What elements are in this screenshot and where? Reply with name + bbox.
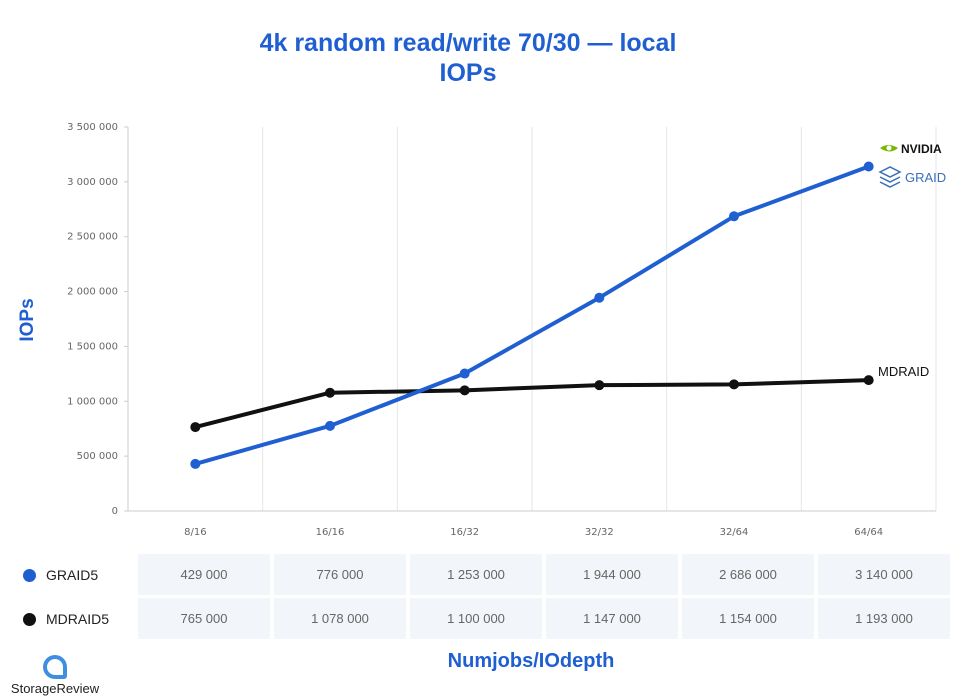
table-cell: 429 000	[138, 554, 270, 595]
nvidia-logo: NVIDIA	[880, 142, 942, 156]
graid5-legend-dot-icon	[23, 568, 36, 582]
series-label-graid5: GRAID5	[14, 554, 134, 595]
y-tick-label: 500 000	[77, 451, 118, 462]
table-cell: 1 193 000	[818, 598, 950, 639]
x-tick-label: 32/64	[720, 527, 749, 538]
x-axis-ticks: 8/16 16/16 16/32 32/32 32/64 64/64	[184, 527, 883, 538]
table-cell: 776 000	[274, 554, 406, 595]
x-tick-label: 16/16	[316, 527, 345, 538]
data-point-mdraid5	[325, 387, 335, 398]
y-axis-ticks: 0 500 000 1 000 000 1 500 000 2 000 000 2 500…	[67, 122, 128, 517]
table-cell: 2 686 000	[682, 554, 814, 595]
table-cell: 3 140 000	[818, 554, 950, 595]
table-cell: 765 000	[138, 598, 270, 639]
data-point-mdraid5	[190, 422, 201, 433]
data-point-graid5	[594, 292, 605, 303]
series-lines	[190, 161, 874, 469]
storagereview-logo: StorageReview	[0, 655, 110, 696]
chart-axes	[127, 127, 936, 512]
data-point-mdraid5	[729, 379, 739, 390]
series-line-graid5	[193, 164, 871, 466]
x-tick-label: 8/16	[184, 527, 206, 538]
data-point-graid5	[863, 161, 874, 172]
nvidia-logo-text: NVIDIA	[901, 142, 942, 156]
table-row-graid5: GRAID5 429 000 776 000 1 253 000 1 944 0…	[14, 554, 950, 595]
mdraid5-legend-dot-icon	[23, 612, 36, 626]
table-cell: 1 100 000	[410, 598, 542, 639]
storagereview-logo-icon	[43, 655, 67, 679]
y-tick-label: 3 500 000	[67, 122, 118, 133]
y-axis-label: IOPs	[17, 298, 38, 341]
y-tick-label: 2 500 000	[67, 232, 118, 243]
table-cell: 1 944 000	[546, 554, 678, 595]
data-point-graid5	[459, 368, 470, 379]
graid-logo-text: GRAID	[905, 170, 946, 185]
storagereview-logo-text: StorageReview	[10, 681, 100, 696]
x-tick-label: 16/32	[450, 527, 479, 538]
x-axis-label: Numjobs/IOdepth	[447, 650, 615, 672]
mdraid-end-label: MDRAID	[878, 364, 929, 379]
data-point-graid5	[190, 458, 201, 469]
chart-grid	[262, 127, 937, 511]
x-tick-label: 64/64	[854, 527, 883, 538]
series-line-mdraid5	[193, 378, 871, 430]
table-cell: 1 078 000	[274, 598, 406, 639]
data-point-mdraid5	[459, 385, 470, 396]
graid-logo: GRAID	[878, 166, 946, 188]
data-point-graid5	[325, 420, 335, 431]
table-cell: 1 154 000	[682, 598, 814, 639]
chart-title: 4k random read/write 70/30 — local	[259, 29, 677, 57]
series-label-mdraid5: MDRAID5	[14, 598, 134, 639]
table-cell: 1 253 000	[410, 554, 542, 595]
table-row-mdraid5: MDRAID5 765 000 1 078 000 1 100 000 1 14…	[14, 598, 950, 639]
x-tick-label: 32/32	[585, 527, 614, 538]
y-tick-label: 1 500 000	[67, 341, 118, 352]
data-table: GRAID5 429 000 776 000 1 253 000 1 944 0…	[10, 551, 954, 642]
y-tick-label: 2 000 000	[67, 287, 118, 298]
data-point-mdraid5	[594, 380, 605, 391]
graid-stack-icon	[878, 166, 902, 188]
y-tick-label: 3 000 000	[67, 177, 118, 188]
table-cell: 1 147 000	[546, 598, 678, 639]
chart-subtitle: IOPs	[439, 59, 497, 87]
line-chart: 0 500 000 1 000 000 1 500 000 2 000 000 2 500…	[17, 122, 946, 538]
data-point-graid5	[729, 211, 739, 222]
y-tick-label: 0	[112, 506, 118, 517]
y-tick-label: 1 000 000	[67, 396, 118, 407]
data-point-mdraid5	[863, 375, 874, 386]
